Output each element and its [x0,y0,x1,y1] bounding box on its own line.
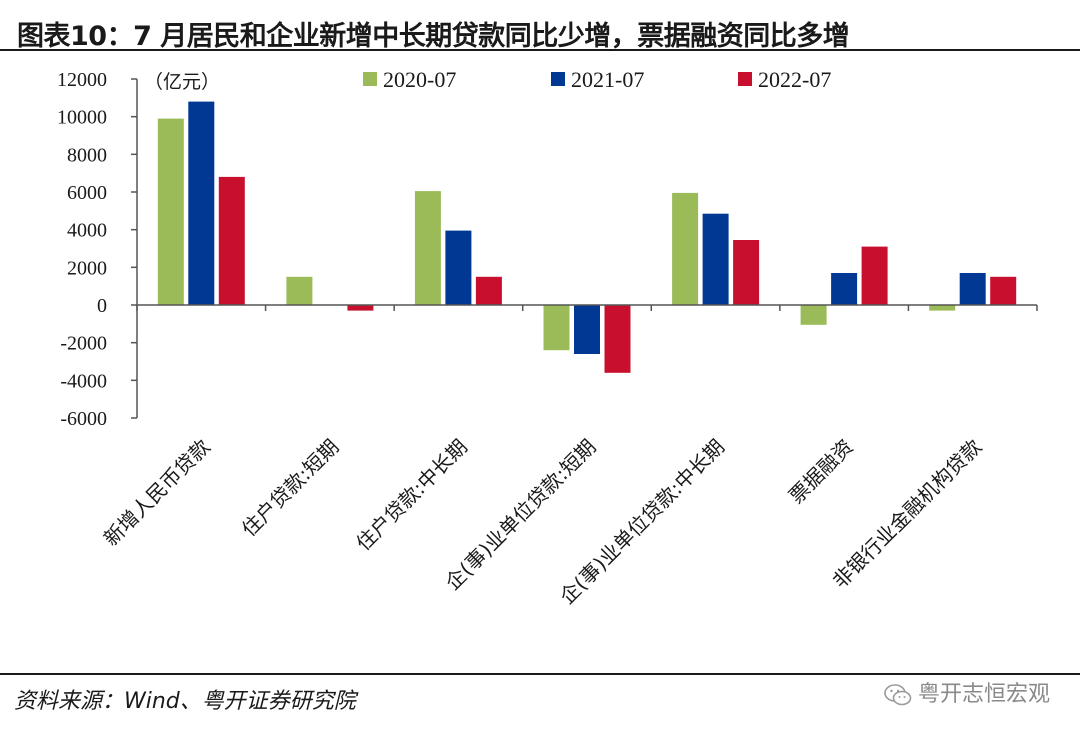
bar-2022-07-住户贷款:中长期 [475,276,502,306]
bar-2020-07-住户贷款:中长期 [414,191,441,305]
category-label: 非银行业金融机构贷款 [828,435,986,593]
bar-2020-07-企(事)业单位贷款:短期 [543,305,570,351]
y-tick-label: -4000 [60,370,107,392]
y-tick-label: 8000 [67,144,107,166]
category-label: 住户贷款:中长期 [351,435,472,556]
watermark-text: 粤开志恒宏观 [917,682,1050,707]
category-label: 票据融资 [784,435,858,509]
y-tick-label: -2000 [60,333,107,355]
bar-2020-07-新增人民币贷款 [157,118,184,305]
category-label: 住户贷款:短期 [237,435,344,542]
bar-2022-07-企(事)业单位贷款:中长期 [733,240,760,305]
bar-2021-07-非银行业金融机构贷款 [959,273,986,305]
y-tick-label: 0 [97,295,107,317]
bar-2021-07-票据融资 [831,273,858,305]
bar-2022-07-票据融资 [861,246,888,305]
legend-swatch-2021-07 [551,72,565,86]
bar-2020-07-票据融资 [800,305,827,325]
bar-2022-07-住户贷款:短期 [347,305,374,311]
bar-2022-07-新增人民币贷款 [218,176,245,305]
bar-chart: -6000 -4000 -2000 0 2000 4000 6000 8000 10000 120… [57,67,1038,609]
bar-2021-07-新增人民币贷款 [188,101,215,305]
category-label: 新增人民币贷款 [99,435,215,551]
y-tick-label: 12000 [57,69,107,91]
y-tick-label: -6000 [60,408,107,430]
footer-divider [0,673,1080,675]
y-tick-label: 4000 [67,220,107,242]
chart-title: 图表10：7 月居民和企业新增中长期贷款同比少增，票据融资同比多增 [17,21,850,52]
bar-2022-07-非银行业金融机构贷款 [990,276,1017,306]
bar-2022-07-企(事)业单位贷款:短期 [604,305,631,373]
bar-2020-07-非银行业金融机构贷款 [929,305,956,311]
y-tick-label: 2000 [67,257,107,279]
watermark: 粤开志恒宏观 [884,676,1050,708]
legend-swatch-2022-07 [738,72,752,86]
bar-2020-07-住户贷款:短期 [286,276,313,306]
bar-2021-07-住户贷款:中长期 [445,230,472,305]
wechat-icon [884,684,912,706]
y-tick-label: 10000 [57,107,107,129]
legend-label: 2020-07 [383,67,456,92]
legend-swatch-2020-07 [363,72,377,86]
unit-label: （亿元） [144,71,220,93]
bar-2021-07-企(事)业单位贷款:短期 [574,305,600,354]
y-tick-label: 6000 [67,182,107,204]
source-note: 资料来源：Wind、粤开证券研究院 [14,689,356,714]
legend-label: 2022-07 [758,67,831,92]
bar-2020-07-企(事)业单位贷款:中长期 [672,192,699,305]
title-divider [0,49,1080,51]
bar-2021-07-企(事)业单位贷款:中长期 [702,213,729,305]
legend-label: 2021-07 [571,67,644,92]
